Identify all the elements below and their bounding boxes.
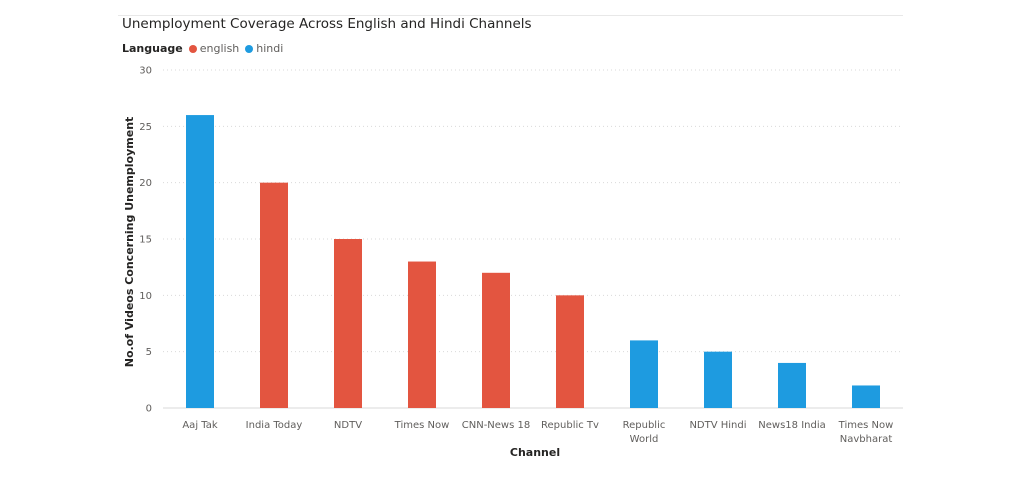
header-divider <box>118 15 903 16</box>
bar-english-5 <box>556 295 584 408</box>
bar-english-1 <box>260 182 288 408</box>
legend-title: Language <box>122 42 183 55</box>
y-tick-label-5: 5 <box>146 347 152 358</box>
x-tick-label-4: CNN-News 18 <box>462 420 530 431</box>
bars <box>186 115 880 409</box>
y-tick-label-0: 0 <box>146 404 152 415</box>
y-tick-label-30: 30 <box>139 66 152 77</box>
y-tick-label-20: 20 <box>139 178 152 189</box>
x-tick-label-6: Republic World <box>623 420 666 445</box>
x-tick-label-5: Republic Tv <box>541 420 599 431</box>
x-tick-label-0: Aaj Tak <box>182 420 218 431</box>
x-tick-label-1: India Today <box>246 420 303 431</box>
legend-item-english[interactable]: english <box>188 42 240 55</box>
y-axis-ticks: 0 5 10 15 20 25 30 <box>139 66 152 415</box>
x-tick-label-2: NDTV <box>334 420 362 431</box>
bar-hindi-7 <box>704 351 732 408</box>
x-tick-label-7: NDTV Hindi <box>689 420 746 431</box>
y-tick-label-15: 15 <box>139 235 152 246</box>
bar-english-4 <box>482 272 510 408</box>
x-tick-label-3: Times Now <box>394 420 450 431</box>
y-tick-label-10: 10 <box>139 291 152 302</box>
bar-english-2 <box>334 239 362 408</box>
y-axis-title: No.of Videos Concerning Unemployment <box>123 117 136 368</box>
legend-label-hindi: hindi <box>256 42 284 55</box>
legend-item-hindi[interactable]: hindi <box>245 42 283 55</box>
bar-hindi-8 <box>778 362 806 408</box>
legend-dot-hindi-icon <box>245 44 254 53</box>
x-axis-title: Channel <box>510 446 560 459</box>
x-tick-label-9: Times Now Navbharat <box>838 420 894 445</box>
x-axis-ticks: Aaj Tak India Today NDTV Times Now CNN-News … <box>182 420 893 445</box>
y-tick-label-25: 25 <box>139 122 152 133</box>
chart-title: Unemployment Coverage Across English and… <box>122 16 532 32</box>
x-tick-label-8: News18 India <box>758 420 825 431</box>
legend-label-english: english <box>199 42 240 55</box>
legend-dot-english-icon <box>188 44 197 53</box>
legend: Language english hindi <box>122 42 289 55</box>
bar-hindi-9 <box>852 385 880 408</box>
bar-hindi-0 <box>186 115 214 409</box>
bar-english-3 <box>408 261 436 408</box>
bar-hindi-6 <box>630 340 658 408</box>
